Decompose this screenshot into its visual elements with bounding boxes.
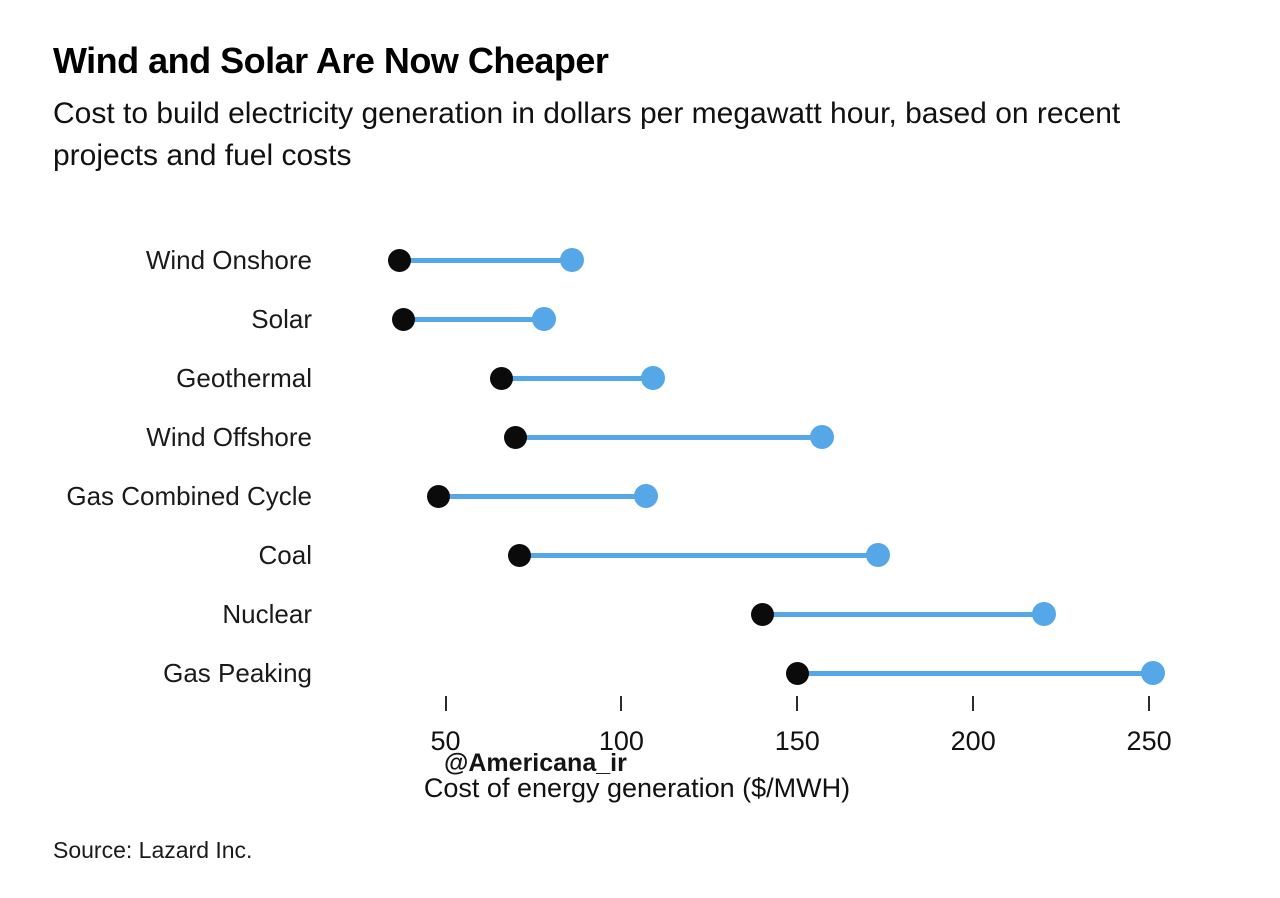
low-value-dot	[750, 602, 774, 626]
high-value-dot	[532, 307, 557, 331]
low-value-dot	[490, 366, 514, 390]
low-value-dot	[507, 543, 531, 567]
range-line	[399, 257, 573, 263]
high-value-dot	[641, 366, 666, 390]
category-label: Gas Combined Cycle	[66, 480, 312, 511]
low-value-dot	[426, 484, 450, 508]
x-axis-tick-label: 150	[774, 726, 820, 756]
x-axis-tick-label: 250	[1126, 726, 1172, 756]
x-axis-tick	[796, 696, 799, 711]
high-value-dot	[560, 248, 585, 272]
range-line	[403, 316, 545, 322]
chart-subtitle: Cost to build electricity generation in …	[53, 97, 1121, 172]
low-value-dot	[785, 661, 809, 685]
high-value-dot	[809, 425, 834, 449]
chart-title: Wind and Solar Are Now Cheaper	[53, 40, 609, 81]
source-note: Source: Lazard Inc.	[53, 837, 253, 863]
x-axis-tick	[620, 696, 623, 711]
range-line	[515, 434, 822, 440]
low-value-dot	[388, 248, 412, 272]
x-axis-tick	[444, 696, 447, 711]
range-line	[519, 552, 879, 558]
category-label: Solar	[251, 303, 312, 334]
high-value-dot	[1140, 661, 1165, 685]
category-label: Wind Offshore	[146, 421, 312, 452]
x-axis-tick	[1148, 696, 1151, 711]
watermark: @Americana_ir	[444, 749, 627, 777]
x-axis-tick-label: 50	[430, 726, 461, 756]
high-value-dot	[634, 484, 659, 508]
range-line	[797, 670, 1153, 676]
low-value-dot	[391, 307, 415, 331]
x-axis-tick-label: 200	[950, 726, 996, 756]
category-label: Geothermal	[176, 362, 312, 393]
high-value-dot	[866, 543, 891, 567]
low-value-dot	[504, 425, 528, 449]
x-axis-title: Cost of energy generation ($/MWH)	[423, 773, 851, 803]
category-label: Wind Onshore	[145, 244, 312, 275]
high-value-dot	[1031, 602, 1056, 626]
range-line	[762, 611, 1044, 617]
category-label: Coal	[258, 539, 312, 570]
x-axis-tick-label: 100	[598, 726, 644, 756]
x-axis-tick	[972, 696, 975, 711]
range-line	[438, 493, 647, 499]
category-label: Nuclear	[222, 598, 312, 629]
category-label: Gas Peaking	[163, 657, 312, 688]
range-line	[501, 375, 654, 381]
